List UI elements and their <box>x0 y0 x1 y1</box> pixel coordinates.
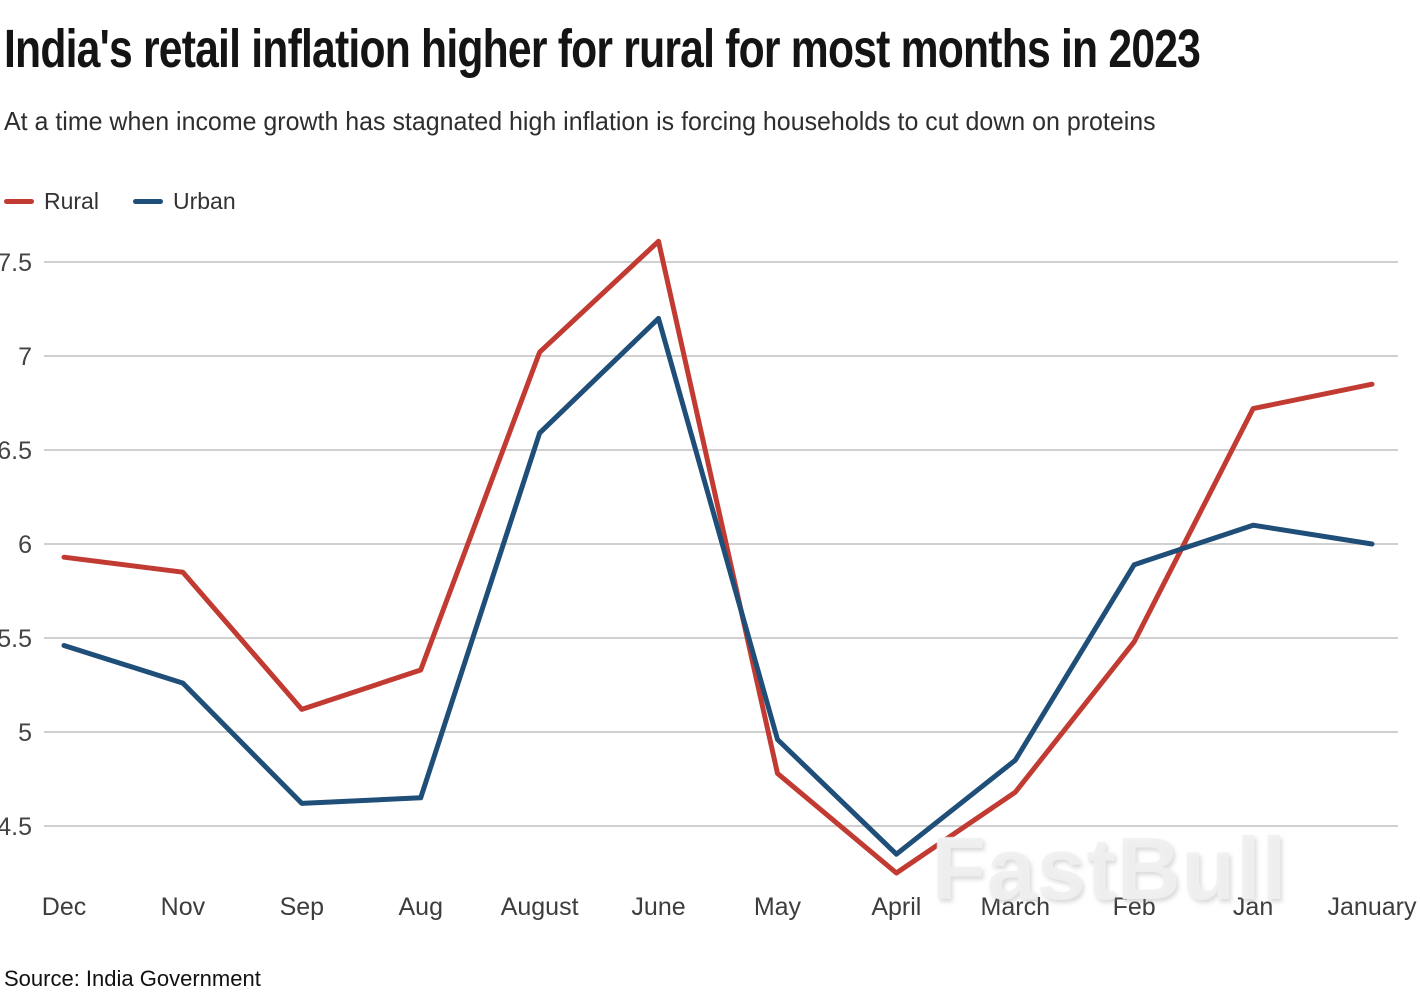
chart-legend: Rural Urban <box>4 188 236 215</box>
rural-line <box>61 238 1375 876</box>
y-axis-tick-label: 6.5 <box>0 437 32 465</box>
urban-line-swatch-icon <box>132 199 163 204</box>
legend-label-rural: Rural <box>44 188 99 214</box>
x-axis-tick-label: April <box>871 893 921 921</box>
y-axis-tick-label: 7 <box>18 343 32 371</box>
x-axis-tick-label: March <box>981 893 1050 921</box>
page-subtitle: At a time when income growth has stagnat… <box>4 106 1156 136</box>
x-axis-tick-label: Aug <box>398 893 442 921</box>
source-note: Source: India Government <box>4 966 261 991</box>
rural-line-swatch-icon <box>4 199 34 204</box>
urban-line <box>61 315 1375 857</box>
legend-item-urban: Urban <box>132 188 236 215</box>
x-axis-tick-label: January <box>1328 893 1417 921</box>
x-axis-tick-label: Nov <box>161 893 206 921</box>
page-title: India's retail inflation higher for rura… <box>4 19 1201 79</box>
legend-label-urban: Urban <box>172 188 236 214</box>
x-axis-tick-label: Sep <box>280 893 324 921</box>
y-axis-tick-label: 5 <box>18 719 32 747</box>
legend-item-rural: Rural <box>4 188 99 215</box>
x-axis-tick-label: August <box>501 893 579 921</box>
y-axis-tick-label: 6 <box>18 531 32 559</box>
x-axis-tick-label: Dec <box>42 893 86 921</box>
y-axis-tick-label: 7.5 <box>0 249 32 277</box>
y-axis-tick-label: 5.5 <box>0 625 32 653</box>
x-axis-tick-label: Feb <box>1113 893 1156 921</box>
x-axis-tick-label: June <box>631 893 685 921</box>
y-axis-tick-label: 4.5 <box>0 813 32 841</box>
line-chart: 7.5 7 6.5 6 5.5 5 4.5 Dec Nov Sep Aug August June May… <box>0 238 1417 921</box>
x-axis-tick-label: Jan <box>1233 893 1273 921</box>
x-axis-tick-label: May <box>754 893 802 921</box>
